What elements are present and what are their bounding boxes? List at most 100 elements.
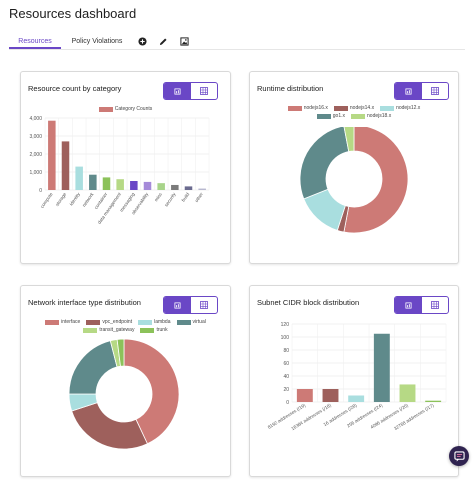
bar — [198, 188, 206, 190]
card-title: Runtime distribution — [257, 84, 324, 93]
legend-item[interactable]: nodejs14.x — [333, 105, 374, 111]
donut-slice — [343, 127, 355, 152]
x-tick-label: security — [163, 191, 177, 207]
tab-policy-violations[interactable]: Policy Violations — [71, 38, 123, 45]
page-title: Resources dashboard — [9, 6, 137, 21]
donut-chart-network-interface — [68, 338, 180, 450]
legend-swatch — [138, 319, 153, 325]
y-tick-label: 4,000 — [29, 116, 42, 122]
legend-swatch — [333, 105, 348, 111]
bar — [296, 389, 313, 402]
y-tick-label: 3,000 — [29, 134, 42, 140]
x-tick-label: misc — [153, 191, 163, 202]
y-tick-label: 120 — [281, 322, 290, 328]
legend-item[interactable]: Category Counts — [98, 106, 153, 112]
donut-slice — [123, 338, 180, 445]
card-network-interface: Network interface type distribution inte… — [20, 285, 231, 477]
view-toggle — [163, 296, 218, 314]
chart-legend: nodejs16.x nodejs14.x nodejs12.x go1.x nodej… — [270, 105, 438, 121]
chart-view-icon — [174, 87, 181, 95]
chart-view-button[interactable] — [395, 83, 422, 99]
legend-item[interactable]: lambda — [138, 319, 171, 325]
legend-label: virtual — [192, 319, 206, 325]
table-view-button[interactable] — [422, 83, 449, 99]
legend-label: vpc_endpoint — [102, 319, 133, 325]
legend-label: go1.x — [332, 113, 346, 119]
bar — [75, 166, 83, 190]
chart-view-button[interactable] — [395, 297, 422, 313]
bar — [348, 395, 365, 402]
view-toggle — [394, 82, 449, 100]
y-tick-label: 40 — [283, 374, 289, 380]
bar — [171, 184, 179, 190]
table-view-button[interactable] — [191, 297, 218, 313]
legend-swatch — [86, 319, 101, 325]
y-tick-label: 60 — [283, 361, 289, 367]
card-title: Subnet CIDR block distribution — [257, 298, 360, 307]
chat-icon — [453, 450, 465, 462]
legend-label: nodejs18.x — [367, 113, 392, 119]
x-tick-label: network — [81, 191, 95, 208]
legend-item[interactable]: nodejs16.x — [287, 105, 328, 111]
card-title: Resource count by category — [28, 84, 122, 93]
donut-slice — [116, 338, 125, 367]
tab-resources[interactable]: Resources — [18, 38, 52, 45]
bar — [143, 181, 152, 190]
x-tick-label: storage — [54, 191, 67, 207]
active-tab-indicator — [9, 47, 61, 49]
legend-item[interactable]: nodejs18.x — [351, 113, 391, 119]
legend-swatch — [83, 327, 98, 333]
legend-item[interactable]: vpc_endpoint — [86, 319, 132, 325]
bar — [157, 183, 165, 190]
add-circle-icon[interactable] — [137, 36, 147, 46]
legend-swatch — [98, 106, 113, 112]
donut-slice — [68, 340, 118, 395]
chart-view-icon — [405, 87, 412, 95]
chart-view-icon — [405, 301, 412, 309]
table-view-icon — [430, 301, 439, 309]
card-subnet-cidr: Subnet CIDR block distribution 0 20 40 60 80… — [249, 285, 459, 477]
chart-view-button[interactable] — [164, 297, 191, 313]
chart-view-button[interactable] — [164, 83, 191, 99]
y-tick-label: 2,000 — [29, 152, 42, 158]
bar — [130, 181, 138, 190]
table-view-icon — [430, 87, 439, 95]
bar — [425, 400, 442, 402]
legend-swatch — [351, 113, 366, 119]
legend-item[interactable]: virtual — [176, 319, 206, 325]
legend-item[interactable]: nodejs12.x — [380, 105, 420, 111]
y-tick-label: 20 — [283, 387, 289, 393]
bar — [61, 141, 70, 190]
table-view-button[interactable] — [422, 297, 449, 313]
legend-swatch — [45, 319, 60, 325]
donut-slice — [71, 402, 148, 450]
legend-item[interactable]: trunk — [140, 327, 168, 333]
legend-label: Category Counts — [114, 106, 153, 112]
legend-item[interactable]: go1.x — [316, 113, 346, 119]
table-view-icon — [199, 301, 208, 309]
assistant-chat-button[interactable] — [449, 446, 469, 466]
legend-label: transit_gateway — [99, 327, 135, 333]
view-toggle — [163, 82, 218, 100]
bar — [373, 333, 390, 402]
table-view-button[interactable] — [191, 83, 218, 99]
legend-item[interactable]: transit_gateway — [83, 327, 134, 333]
bar — [102, 177, 111, 190]
image-icon[interactable] — [179, 36, 189, 46]
legend-swatch — [380, 105, 395, 111]
legend-label: nodejs12.x — [396, 105, 421, 111]
bar — [116, 179, 124, 190]
edit-pencil-icon[interactable] — [158, 36, 168, 46]
tab-divider — [9, 49, 465, 50]
bar — [399, 384, 416, 402]
bar — [89, 174, 97, 190]
x-tick-label: identity — [69, 191, 82, 206]
legend-item[interactable]: interface — [45, 319, 80, 325]
legend-label: interface — [61, 319, 81, 325]
donut-slice — [343, 127, 409, 234]
bar — [48, 120, 56, 190]
view-toggle — [394, 296, 449, 314]
card-title: Network interface type distribution — [28, 298, 141, 307]
bar — [322, 389, 339, 402]
